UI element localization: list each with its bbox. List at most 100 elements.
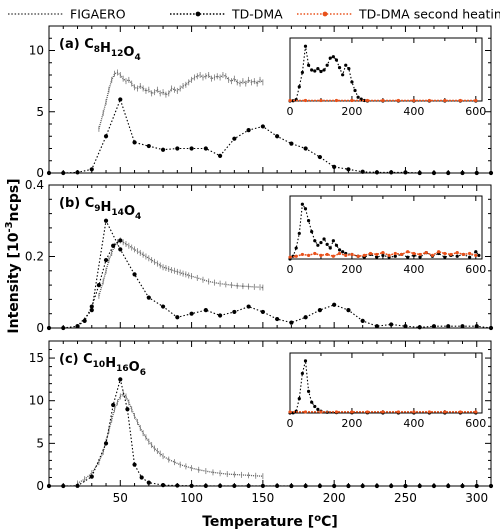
data-point [103, 441, 109, 446]
data-point [275, 134, 280, 139]
inset-data-point [331, 55, 335, 59]
inset-data-point [300, 371, 304, 376]
inset-data-point [443, 98, 447, 103]
data-point [374, 170, 380, 175]
data-point [175, 315, 180, 320]
data-point [303, 483, 308, 489]
inset-data-point [319, 98, 323, 103]
inset-data-point [294, 254, 298, 258]
data-point [460, 483, 465, 489]
data-point [303, 315, 308, 320]
data-point [317, 483, 323, 489]
data-point [139, 475, 144, 480]
data-point [203, 308, 208, 313]
inset-data-point [303, 98, 308, 103]
data-point [160, 147, 166, 152]
inset-data-point [337, 251, 342, 256]
inset-data-point [300, 70, 304, 75]
inset-data-point [375, 252, 379, 257]
inset-data-point [334, 98, 339, 103]
inset-data-point [306, 389, 311, 394]
inset-data-point [341, 73, 345, 77]
data-point [446, 483, 451, 489]
data-point [488, 483, 494, 489]
series-line [98, 71, 264, 130]
inset-data-point [316, 243, 320, 247]
data-point [111, 243, 116, 248]
inset-data-point [316, 407, 320, 412]
inset-data-point [455, 251, 459, 255]
data-point [175, 146, 180, 151]
data-point [446, 324, 451, 329]
data-point [317, 154, 323, 160]
y-tick-label: 5 [36, 436, 44, 450]
legend: FIGAERO TD-DMA TD-DMA second heating [8, 7, 500, 22]
inset-data-point [310, 230, 314, 234]
inset-data-point [350, 98, 354, 103]
inset-data-point [412, 410, 416, 414]
data-point [203, 146, 208, 151]
data-point [275, 483, 280, 489]
legend-marker [195, 11, 201, 17]
inset-data-point [393, 251, 397, 256]
axis-titles: Temperature [oC] Intensity [10-3ncps] [4, 178, 338, 530]
data-point [374, 324, 380, 329]
inset-data-point [443, 255, 447, 259]
panel-b: 0 0.2 0.4 (b) C9H14O4 0 200 400 600 [25, 178, 494, 335]
inset-data-point [474, 250, 478, 254]
inset-data-point [300, 202, 304, 206]
x-tick-label: 100 [180, 491, 203, 505]
inset-data-point [313, 404, 317, 409]
inset-data-point [418, 252, 422, 257]
inset-data-point [353, 88, 357, 93]
inset-data-point [341, 250, 345, 254]
data-point [346, 308, 351, 313]
data-point [189, 483, 194, 488]
data-point [118, 377, 123, 382]
inset-data-point [406, 255, 410, 259]
data-point [403, 483, 408, 489]
chart-panels: 0 5 10 (a) C8H12O4 0 200 400 600 0 0.2 0.4 (b) C9H1… [25, 25, 494, 505]
inset-data-point [337, 248, 342, 252]
data-point [332, 302, 337, 307]
data-point [360, 169, 365, 174]
data-point [75, 483, 80, 488]
data-point [360, 483, 365, 489]
data-point [474, 324, 479, 329]
inset-data-point [313, 69, 317, 73]
data-point [474, 483, 479, 489]
data-point [232, 136, 237, 141]
data-point [332, 483, 337, 489]
data-point [389, 322, 394, 327]
inset-x-tick-label: 400 [403, 263, 424, 276]
data-point [317, 308, 323, 313]
inset-data-point [334, 410, 339, 414]
data-point [61, 325, 66, 331]
data-point [146, 295, 151, 300]
data-point [132, 272, 137, 277]
inset-data-point [424, 251, 428, 255]
inset-data-point [427, 410, 431, 414]
data-point [75, 170, 80, 175]
data-point [460, 170, 465, 176]
data-point [46, 325, 52, 331]
data-point [260, 124, 265, 129]
y-tick-label: 15 [29, 351, 44, 365]
inset-data-point [344, 253, 348, 257]
inset-data-point [381, 98, 385, 103]
inset-data-point [437, 250, 441, 254]
inset-data-point [319, 253, 323, 257]
series-line [77, 393, 263, 484]
data-point [246, 304, 251, 309]
data-point [46, 170, 52, 176]
data-point [75, 324, 80, 329]
data-point [217, 153, 223, 158]
inset-data-point [350, 252, 354, 257]
data-point [89, 167, 94, 172]
data-point [431, 483, 437, 489]
inset-data-point [381, 410, 385, 414]
series-line [98, 239, 263, 296]
data-point [89, 474, 94, 479]
inset-data-point [474, 410, 478, 414]
